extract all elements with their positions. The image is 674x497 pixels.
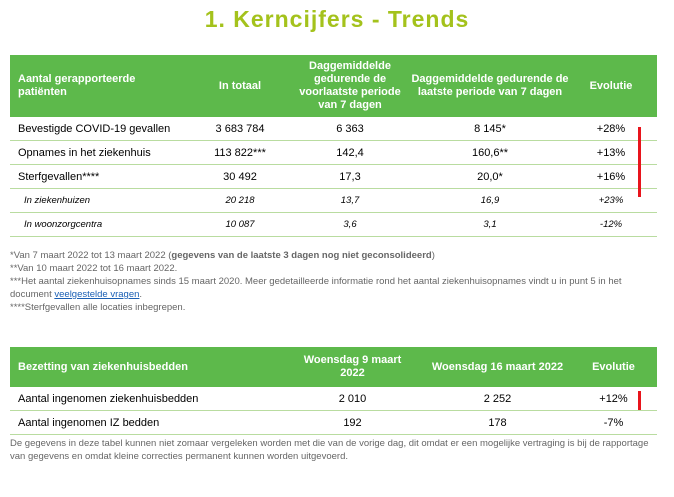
footnote-end: . (139, 289, 143, 300)
cell: Bevestigde COVID-19 gevallen (10, 117, 185, 141)
header-cell: Woensdag 9 maart 2022 (290, 347, 415, 387)
footnote-text: *Van 7 maart 2022 tot 13 maart 2022 ( (10, 250, 172, 261)
cell: 20,0* (405, 164, 575, 189)
cell: 113 822*** (185, 140, 295, 165)
cell: -7% (580, 410, 647, 435)
table-row: Sterfgevallen**** 30 492 17,3 20,0* +16% (10, 164, 657, 189)
header-cell: Bezetting van ziekenhuisbedden (10, 347, 290, 387)
cell: 6 363 (295, 117, 405, 141)
cell: 3 683 784 (185, 117, 295, 141)
table-row: Aantal ingenomen ziekenhuisbedden 2 010 2 … (10, 387, 657, 411)
table-row: Opnames in het ziekenhuis 113 822*** 142,4… (10, 140, 657, 165)
header-cell: In totaal (185, 55, 295, 117)
cell-pad (647, 387, 657, 411)
cell: 8 145* (405, 117, 575, 141)
cell: 3,6 (295, 212, 405, 237)
table-row: In ziekenhuizen 20 218 13,7 16,9 +23% (10, 188, 657, 213)
table-row: Aantal ingenomen IZ bedden 192 178 -7% (10, 410, 657, 435)
cell: 3,1 (405, 212, 575, 237)
cell: Aantal ingenomen ziekenhuisbedden (10, 387, 290, 411)
cell: 20 218 (185, 188, 295, 213)
cell-pad (647, 188, 657, 213)
cell: 160,6** (405, 140, 575, 165)
cell-pad (647, 212, 657, 237)
title: 1. Kerncijfers - Trends (204, 6, 470, 32)
cell: +23% (575, 188, 647, 213)
table-bedden: Bezetting van ziekenhuisbedden Woensdag 9… (10, 347, 657, 435)
cell: In woonzorgcentra (10, 212, 185, 237)
trend-marker (638, 391, 641, 410)
cell: 10 087 (185, 212, 295, 237)
footnote: ***Het aantal ziekenhuisopnames sinds 15… (10, 275, 650, 301)
cell: -12% (575, 212, 647, 237)
cell: 178 (415, 410, 580, 435)
header-cell: Aantal gerapporteerde patiënten (10, 55, 185, 117)
footnote-text: ****Sterfgevallen alle locaties inbegrep… (10, 302, 186, 313)
header-cell: Evolutie (580, 347, 647, 387)
header-pad (647, 347, 657, 387)
cell: 13,7 (295, 188, 405, 213)
footnote-link[interactable]: veelgestelde vragen (54, 289, 140, 300)
footer-note: De gegevens in deze tabel kunnen niet zo… (10, 438, 649, 462)
footnote-bold: gegevens van de laatste 3 dagen nog niet… (171, 250, 432, 261)
cell: Aantal ingenomen IZ bedden (10, 410, 290, 435)
footnote: **Van 10 maart 2022 tot 16 maart 2022. (10, 262, 650, 275)
header-cell: Daggemiddelde gedurende de voorlaatste p… (295, 55, 405, 117)
header-cell: Evolutie (575, 55, 647, 117)
cell: 192 (290, 410, 415, 435)
footnote-end: ) (431, 250, 435, 261)
footnote-text: **Van 10 maart 2022 tot 16 maart 2022. (10, 263, 178, 274)
cell: Opnames in het ziekenhuis (10, 140, 185, 165)
footnotes: *Van 7 maart 2022 tot 13 maart 2022 (geg… (10, 249, 650, 314)
header-pad (647, 55, 657, 117)
table-kerncijfers: Aantal gerapporteerde patiënten In totaal… (10, 55, 657, 237)
footnote: ****Sterfgevallen alle locaties inbegrep… (10, 301, 650, 314)
header-cell: Woensdag 16 maart 2022 (415, 347, 580, 387)
cell: +28% (575, 117, 647, 141)
table-row: Bevestigde COVID-19 gevallen 3 683 784 6 3… (10, 117, 657, 141)
footnote: *Van 7 maart 2022 tot 13 maart 2022 (geg… (10, 249, 650, 262)
table-row: In woonzorgcentra 10 087 3,6 3,1 -12% (10, 212, 657, 237)
cell: 30 492 (185, 164, 295, 189)
cell-pad (647, 164, 657, 189)
cell: 17,3 (295, 164, 405, 189)
cell-pad (647, 410, 657, 435)
cell: 2 010 (290, 387, 415, 411)
cell: +12% (580, 387, 647, 411)
cell: 142,4 (295, 140, 405, 165)
cell: Sterfgevallen**** (10, 164, 185, 189)
trend-marker (638, 127, 641, 197)
cell-pad (647, 140, 657, 165)
cell-pad (647, 117, 657, 141)
cell: +16% (575, 164, 647, 189)
cell: 2 252 (415, 387, 580, 411)
footnote-text: ***Het aantal ziekenhuisopnames sinds 15… (10, 276, 622, 300)
cell: 16,9 (405, 188, 575, 213)
header-cell: Daggemiddelde gedurende de laatste perio… (405, 55, 575, 117)
cell: In ziekenhuizen (10, 188, 185, 213)
cell: +13% (575, 140, 647, 165)
